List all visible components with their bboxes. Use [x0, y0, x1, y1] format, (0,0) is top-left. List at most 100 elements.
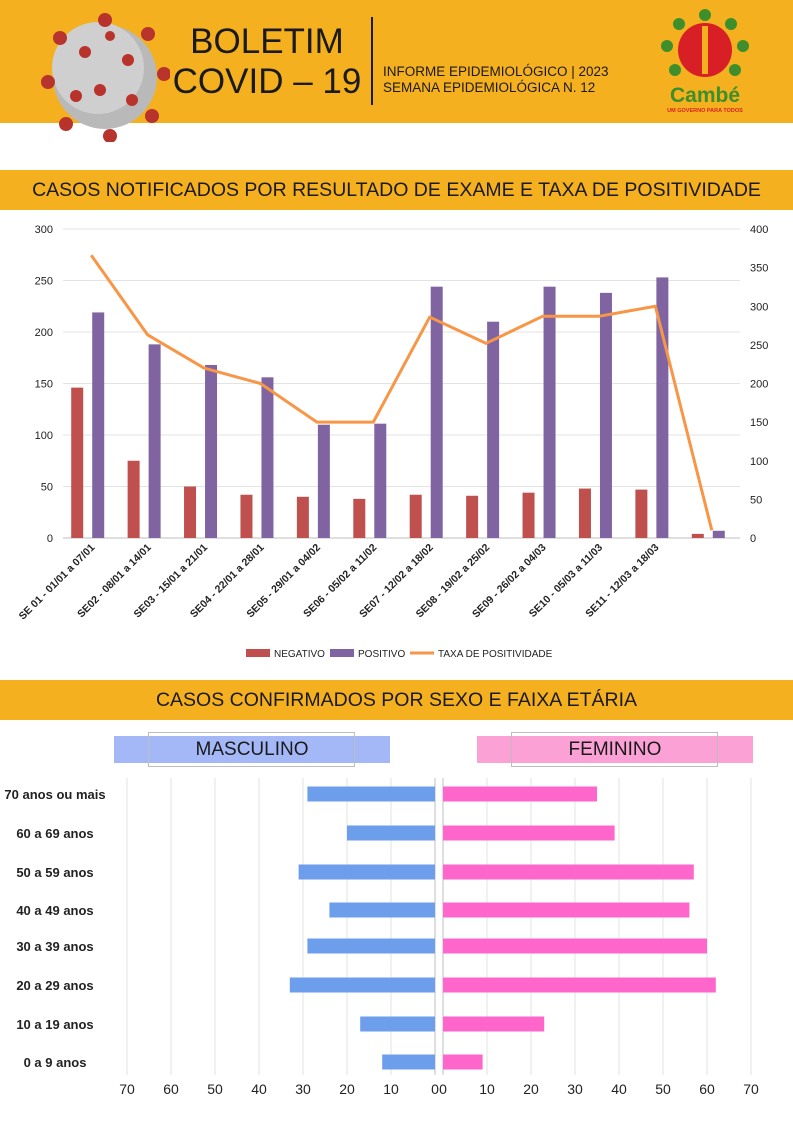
bar-negativo — [127, 460, 140, 538]
bar-feminino — [443, 786, 597, 802]
title-line-1: BOLETIM — [190, 22, 344, 61]
coronavirus-icon — [41, 13, 170, 142]
section-1-title: CASOS NOTIFICADOS POR RESULTADO DE EXAME… — [32, 179, 761, 201]
bar-masculino — [382, 1054, 435, 1070]
x-tick-label-female: 70 — [743, 1081, 759, 1097]
x-tick-label-female: 30 — [567, 1081, 583, 1097]
legend-label-positivo: POSITIVO — [358, 649, 405, 660]
bar-masculino — [298, 864, 435, 880]
x-tick-label-female: 50 — [655, 1081, 671, 1097]
age-group-label: 60 a 69 anos — [16, 826, 93, 841]
age-group-label: 10 a 19 anos — [16, 1017, 93, 1032]
male-header: MASCULINO — [114, 732, 390, 767]
info-line-2: SEMANA EPIDEMIOLÓGICA N. 12 — [383, 80, 596, 95]
section-1-band: CASOS NOTIFICADOS POR RESULTADO DE EXAME… — [0, 170, 793, 210]
legend-swatch-negativo — [246, 649, 270, 657]
y-tick-label: 50 — [41, 482, 53, 494]
title-line-2: COVID – 19 — [172, 62, 362, 101]
section-2-band: CASOS CONFIRMADOS POR SEXO E FAIXA ETÁRI… — [0, 680, 793, 720]
female-header-frame — [511, 732, 718, 767]
x-tick-label-female: 40 — [611, 1081, 627, 1097]
age-group-label: 50 a 59 anos — [16, 865, 93, 880]
y-tick-label: 100 — [35, 430, 53, 442]
bar-positivo — [599, 292, 612, 538]
notified-cases-chart: 0 50 100 150 200 250 300 0 50 100 150 200 250 300 350 4… — [17, 224, 769, 660]
bar-positivo — [317, 424, 330, 538]
y2-tick-label: 350 — [750, 263, 768, 275]
female-header: FEMININO — [477, 732, 753, 767]
age-group-label: 40 a 49 anos — [16, 903, 93, 918]
male-header-label: MASCULINO — [195, 739, 309, 760]
bar-positivo — [487, 321, 500, 538]
y2-tick-label: 400 — [750, 224, 768, 236]
y2-tick-label: 50 — [750, 494, 762, 506]
bar-negativo — [296, 496, 309, 538]
age-group-label: 0 a 9 anos — [24, 1055, 87, 1070]
bar-negativo — [578, 488, 591, 538]
y-tick-label: 250 — [35, 276, 53, 288]
cambe-logo: Cambé UM GOVERNO PARA TODOS — [661, 9, 749, 114]
bar-negativo — [240, 494, 253, 538]
y2-tick-label: 300 — [750, 301, 768, 313]
bar-positivo — [374, 423, 387, 538]
x-tick-label-male: 60 — [163, 1081, 179, 1097]
y2-tick-label: 0 — [750, 533, 756, 545]
y2-tick-label: 150 — [750, 417, 768, 429]
y2-tick-label: 200 — [750, 379, 768, 391]
x-tick-label-male: 50 — [207, 1081, 223, 1097]
male-header-frame — [148, 732, 355, 767]
bar-positivo — [92, 312, 105, 538]
x-tick-label-female: 10 — [479, 1081, 495, 1097]
bar-negativo — [466, 495, 479, 538]
age-group-label: 30 a 39 anos — [16, 939, 93, 954]
bar-positivo — [712, 530, 725, 538]
bar-positivo — [543, 286, 556, 538]
bar-feminino — [443, 977, 716, 993]
bar-negativo — [409, 494, 422, 538]
bar-masculino — [307, 938, 435, 954]
logo-slogan: UM GOVERNO PARA TODOS — [667, 108, 743, 114]
x-tick-label-male: 30 — [295, 1081, 311, 1097]
bar-negativo — [184, 486, 197, 538]
bar-negativo — [71, 387, 84, 538]
x-tick-label-female: 0 — [439, 1081, 447, 1097]
x-tick-label-female: 60 — [699, 1081, 715, 1097]
age-group-label: 70 anos ou mais — [4, 787, 105, 802]
bar-negativo — [691, 533, 704, 538]
x-tick-label-male: 0 — [431, 1081, 439, 1097]
report-info: INFORME EPIDEMIOLÓGICO | 2023 SEMANA EPI… — [383, 64, 609, 96]
bar-masculino — [347, 825, 435, 841]
legend-swatch-positivo — [330, 649, 354, 657]
bar-positivo — [148, 344, 161, 538]
bar-feminino — [443, 1016, 545, 1032]
bar-feminino — [443, 825, 615, 841]
bar-masculino — [360, 1016, 435, 1032]
sex-age-chart: 0 0 10 10 20 20 30 30 40 40 50 50 60 60 70 70 70 anos ou… — [4, 778, 759, 1097]
bar-masculino — [289, 977, 435, 993]
bar-positivo — [430, 286, 443, 538]
female-header-label: FEMININO — [568, 739, 662, 760]
bar-negativo — [635, 489, 648, 538]
section-2-title: CASOS CONFIRMADOS POR SEXO E FAIXA ETÁRI… — [155, 689, 638, 711]
y2-tick-label: 100 — [750, 456, 768, 468]
bar-negativo — [353, 498, 366, 538]
y-tick-label: 150 — [35, 379, 53, 391]
header-divider — [371, 17, 373, 105]
bar-feminino — [443, 864, 694, 880]
y-tick-label: 200 — [35, 327, 53, 339]
x-tick-label-male: 10 — [383, 1081, 399, 1097]
bar-positivo — [205, 364, 218, 538]
bulletin-title: BOLETIM COVID – 19 — [172, 22, 362, 102]
legend-label-negativo: NEGATIVO — [274, 649, 325, 660]
bar-negativo — [522, 492, 535, 538]
legend-label-taxa: TAXA DE POSITIVIDADE — [438, 649, 553, 660]
x-tick-label-female: 20 — [523, 1081, 539, 1097]
y2-tick-label: 250 — [750, 340, 768, 352]
x-tick-label-male: 20 — [339, 1081, 355, 1097]
bar-positivo — [261, 377, 274, 538]
bar-masculino — [329, 902, 435, 918]
info-line-1: INFORME EPIDEMIOLÓGICO | 2023 — [383, 64, 609, 79]
x-tick-label-male: 70 — [119, 1081, 135, 1097]
logo-text: Cambé — [670, 84, 740, 107]
age-group-label: 20 a 29 anos — [16, 978, 93, 993]
